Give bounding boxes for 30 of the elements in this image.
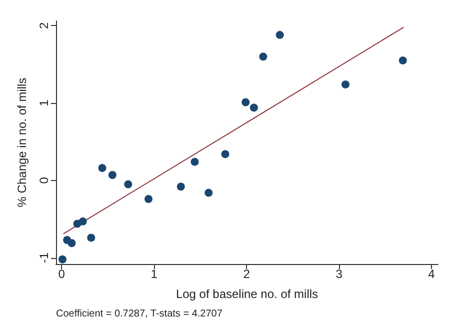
- y-axis-title: % Change in no. of mills: [15, 78, 29, 208]
- point: [242, 98, 250, 106]
- point: [108, 171, 116, 179]
- point: [190, 158, 199, 166]
- y-tick-label: 2: [37, 22, 51, 29]
- point: [176, 182, 185, 191]
- x-tick-label: 4: [428, 267, 436, 281]
- point: [58, 255, 66, 264]
- y-tick-label: -1: [37, 252, 51, 264]
- x-tick-label: 1: [150, 267, 158, 281]
- x-tick-label: 0: [58, 267, 66, 281]
- point: [68, 239, 76, 248]
- x-tick-label: 2: [243, 267, 250, 281]
- point: [342, 80, 350, 88]
- y-tick-label: 1: [37, 99, 51, 106]
- point: [276, 30, 284, 39]
- point: [78, 217, 87, 226]
- text: Coefficient = 0.7287, T-stats = 4.2707: [56, 308, 223, 320]
- y-tick-label: 0: [37, 176, 51, 184]
- point: [98, 164, 106, 172]
- point: [221, 150, 230, 158]
- point: [87, 234, 96, 242]
- x-tick-label: 3: [336, 267, 343, 281]
- x-axis-title: Log of baseline no. of mills: [176, 287, 318, 301]
- point: [398, 56, 407, 64]
- point: [259, 52, 268, 61]
- point: [144, 194, 152, 203]
- point: [250, 104, 258, 112]
- point: [124, 180, 132, 188]
- point: [204, 188, 213, 197]
